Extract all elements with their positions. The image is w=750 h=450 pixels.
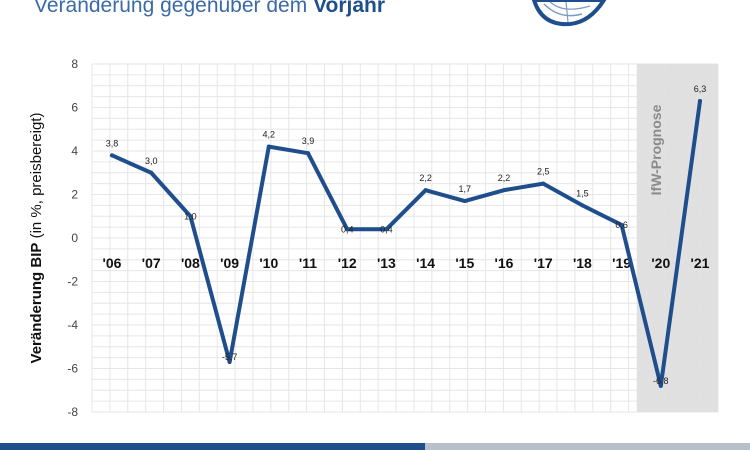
x-category-label: '16 bbox=[495, 255, 514, 271]
data-label: 0,4 bbox=[341, 224, 354, 234]
title-bold: Vorjahr bbox=[313, 0, 386, 17]
data-point bbox=[462, 199, 467, 204]
data-point bbox=[619, 222, 624, 227]
data-point bbox=[266, 144, 271, 149]
data-point bbox=[541, 181, 546, 186]
x-category-label: '18 bbox=[573, 255, 592, 271]
footer-bar-dark bbox=[0, 443, 425, 450]
data-point bbox=[149, 170, 154, 175]
x-category-label: '20 bbox=[651, 255, 670, 271]
data-label: -6,8 bbox=[653, 376, 669, 386]
x-category-label: '06 bbox=[103, 255, 122, 271]
data-label: 2,2 bbox=[498, 173, 511, 183]
data-point bbox=[227, 359, 232, 364]
data-label: -5,7 bbox=[222, 352, 238, 362]
x-category-label: '10 bbox=[259, 255, 278, 271]
x-category-label: '08 bbox=[181, 255, 200, 271]
data-point bbox=[502, 188, 506, 193]
data-point bbox=[658, 383, 663, 388]
y-tick-label: 2 bbox=[71, 188, 78, 202]
y-axis-label-bold: Veränderung BIP bbox=[28, 243, 45, 364]
x-category-label: '13 bbox=[377, 255, 396, 271]
data-point bbox=[698, 98, 702, 103]
data-label: 2,5 bbox=[537, 167, 550, 177]
x-category-label: '14 bbox=[416, 255, 435, 271]
data-point bbox=[345, 227, 350, 232]
data-label: 1,5 bbox=[576, 188, 589, 198]
data-point bbox=[384, 227, 389, 232]
globe-logo-icon bbox=[531, 0, 607, 27]
data-label: 0,6 bbox=[615, 220, 628, 230]
y-tick-label: 8 bbox=[71, 57, 78, 71]
x-category-label: '19 bbox=[612, 255, 631, 271]
data-point bbox=[423, 188, 428, 193]
x-category-label: '07 bbox=[142, 255, 161, 271]
y-axis-label-rest: (in %, preisbereigt) bbox=[28, 113, 45, 243]
y-tick-label: 6 bbox=[71, 101, 78, 115]
x-category-label: '12 bbox=[338, 255, 357, 271]
y-axis-label: Veränderung BIP (in %, preisbereigt) bbox=[28, 113, 45, 364]
data-point bbox=[580, 203, 585, 208]
data-point bbox=[306, 151, 310, 156]
y-tick-label: -2 bbox=[67, 275, 78, 289]
data-label: 3,8 bbox=[106, 138, 119, 148]
forecast-label: IfW-Prognose bbox=[648, 104, 664, 195]
x-category-label: '15 bbox=[455, 255, 474, 271]
series-line bbox=[110, 98, 702, 388]
title-prefix: Veränderung gegenüber dem bbox=[34, 0, 308, 17]
data-label: 4,2 bbox=[263, 130, 276, 140]
y-tick-label: -4 bbox=[67, 318, 78, 332]
x-category-label: '17 bbox=[534, 255, 553, 271]
footer-bar-light bbox=[425, 443, 750, 450]
data-label: 1,0 bbox=[184, 211, 197, 221]
y-tick-label: 4 bbox=[71, 144, 78, 158]
y-tick-label: 0 bbox=[71, 231, 78, 245]
data-label: 2,2 bbox=[419, 173, 432, 183]
y-tick-label: -8 bbox=[67, 405, 78, 419]
forecast-band-overlay bbox=[636, 64, 718, 412]
footer-bar bbox=[0, 443, 750, 450]
data-label: 6,3 bbox=[694, 84, 707, 94]
x-category-label: '11 bbox=[299, 255, 317, 271]
data-label: 3,9 bbox=[302, 136, 315, 146]
x-category-label: '21 bbox=[691, 255, 710, 271]
y-tick-label: -6 bbox=[67, 362, 78, 376]
data-point bbox=[188, 214, 193, 219]
x-category-label: '09 bbox=[220, 255, 239, 271]
data-label: 1,7 bbox=[459, 184, 472, 194]
data-label: 0,4 bbox=[380, 224, 393, 234]
data-label: 3,0 bbox=[145, 156, 158, 166]
data-point bbox=[110, 153, 114, 158]
page-title: Veränderung gegenüber dem Vorjahr bbox=[34, 0, 385, 18]
